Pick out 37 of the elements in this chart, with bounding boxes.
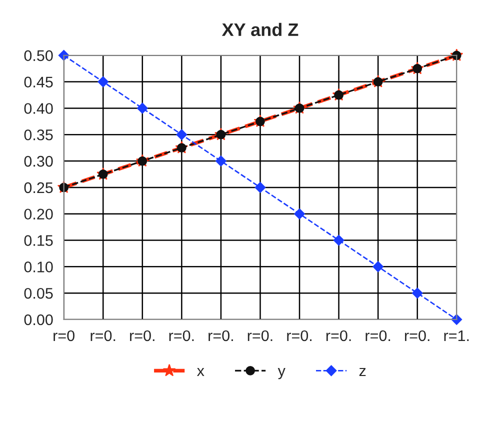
x-tick-label: r=0: [54, 330, 74, 342]
y-tick-label: 0.10: [24, 262, 53, 272]
point: [136, 102, 148, 114]
y-tick-label: 0.30: [24, 156, 53, 167]
point: [176, 129, 188, 140]
point: [333, 234, 344, 246]
x-tick-label: r=0.: [130, 330, 154, 342]
chart-title: XY and Z: [222, 22, 298, 36]
point: [412, 288, 423, 299]
y-tick-label: 0.20: [24, 208, 53, 220]
legend-label: x: [197, 368, 204, 376]
point: [216, 156, 226, 166]
y-tick-label: 0.00: [24, 314, 53, 326]
legend-label: z: [359, 368, 366, 376]
x-tick-label: r=0.: [366, 330, 390, 342]
x-tick-label: r=0.: [404, 330, 430, 342]
point: [98, 170, 108, 179]
y-tick-label: 0.15: [24, 235, 53, 246]
x-tick-label: r=0.: [287, 330, 312, 342]
x-tick-label: r=0.: [326, 330, 351, 342]
point: [98, 76, 109, 88]
y-tick-label: 0.40: [24, 103, 53, 114]
x-tick-label: r=0.: [248, 330, 272, 342]
x-tick-label: r=0.: [208, 330, 233, 342]
x-tick-label: r=0.: [90, 330, 116, 342]
legend-label: y: [278, 368, 286, 380]
y-tick-label: 0.45: [24, 76, 53, 88]
y-tick-label: 0.05: [24, 288, 53, 299]
x-tick-label: r=1.: [444, 330, 469, 341]
point: [294, 104, 304, 113]
y-tick-label: 0.35: [24, 129, 53, 140]
y-tick-label: 0.50: [24, 50, 53, 62]
x-tick-label: r=0.: [169, 330, 194, 342]
point: [294, 208, 305, 220]
y-tick-label: 0.25: [24, 182, 53, 194]
point: [372, 261, 384, 272]
point: [254, 182, 266, 193]
